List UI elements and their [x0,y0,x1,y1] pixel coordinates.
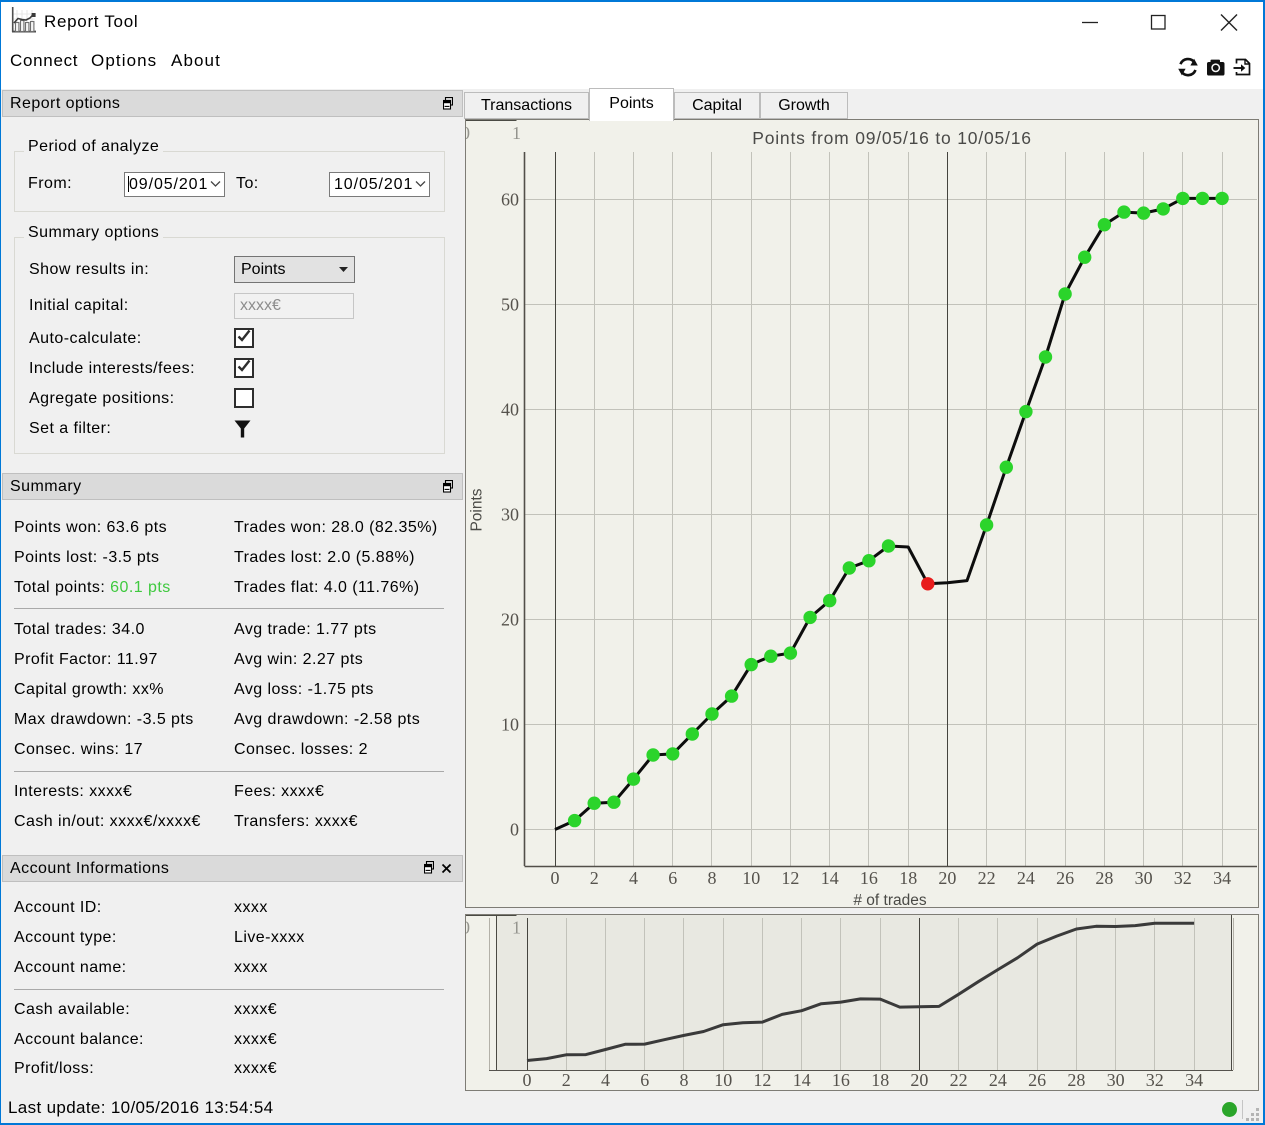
svg-text:# of trades: # of trades [853,892,926,907]
svg-text:Points from 09/05/16 to 10/05/: Points from 09/05/16 to 10/05/16 [752,128,1032,148]
svg-text:18: 18 [871,1070,889,1090]
svg-text:0: 0 [551,868,560,888]
svg-text:30: 30 [501,505,519,525]
svg-text:20: 20 [501,610,519,630]
svg-text:12: 12 [781,868,799,888]
svg-text:6: 6 [668,868,677,888]
svg-text:2: 2 [562,1070,571,1090]
svg-text:1: 1 [512,918,521,938]
svg-text:30: 30 [1107,1070,1125,1090]
svg-text:8: 8 [708,868,717,888]
svg-text:34: 34 [1185,1070,1203,1090]
svg-text:24: 24 [989,1070,1007,1090]
svg-text:18: 18 [899,868,917,888]
svg-text:24: 24 [1017,868,1035,888]
svg-text:20: 20 [910,1070,928,1090]
svg-text:40: 40 [501,400,519,420]
svg-text:60: 60 [501,190,519,210]
svg-text:30: 30 [1135,868,1153,888]
svg-text:28: 28 [1095,868,1113,888]
svg-text:6: 6 [640,1070,649,1090]
svg-text:2: 2 [590,868,599,888]
svg-text:20: 20 [938,868,956,888]
svg-text:22: 22 [950,1070,968,1090]
svg-text:12: 12 [753,1070,771,1090]
svg-text:1: 1 [512,123,521,143]
svg-text:0: 0 [466,918,470,938]
svg-text:34: 34 [1213,868,1231,888]
svg-text:4: 4 [601,1070,610,1090]
svg-text:22: 22 [978,868,996,888]
svg-text:14: 14 [821,868,839,888]
svg-text:28: 28 [1067,1070,1085,1090]
svg-text:4: 4 [629,868,638,888]
svg-text:10: 10 [501,715,519,735]
svg-text:8: 8 [680,1070,689,1090]
svg-text:16: 16 [832,1070,850,1090]
svg-text:0: 0 [510,820,519,840]
svg-text:0: 0 [466,123,470,143]
svg-text:10: 10 [714,1070,732,1090]
svg-text:0: 0 [523,1070,532,1090]
svg-text:16: 16 [860,868,878,888]
svg-text:14: 14 [793,1070,811,1090]
svg-text:26: 26 [1028,1070,1046,1090]
svg-text:32: 32 [1146,1070,1164,1090]
svg-text:Points: Points [469,488,486,531]
svg-text:10: 10 [742,868,760,888]
svg-text:50: 50 [501,295,519,315]
svg-text:32: 32 [1174,868,1192,888]
svg-text:26: 26 [1056,868,1074,888]
